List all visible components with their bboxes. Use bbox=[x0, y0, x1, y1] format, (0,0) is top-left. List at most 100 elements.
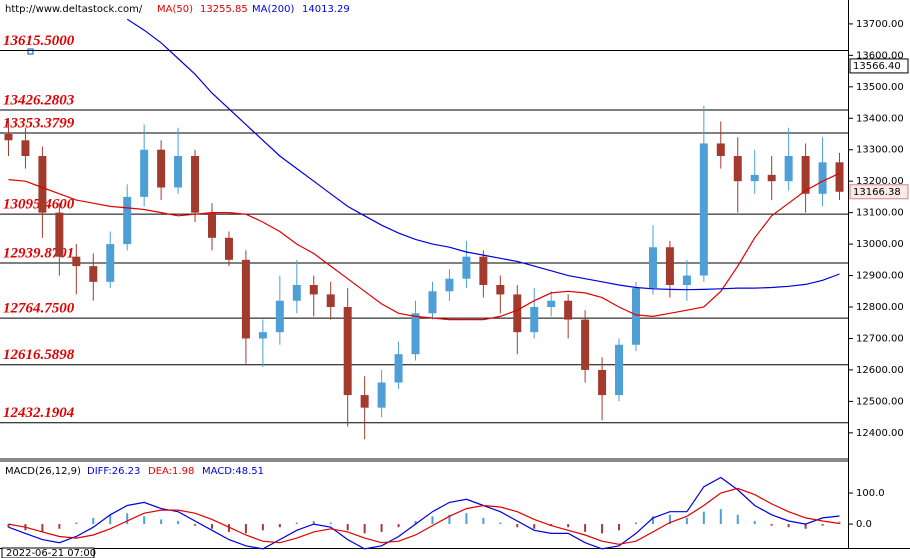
macd-legend: MACD:48.51 bbox=[202, 466, 264, 477]
level-label: 12432.1904 bbox=[3, 405, 75, 421]
y-tick-label: 13200.00 bbox=[856, 176, 904, 187]
macd-legend: DIFF:26.23 bbox=[87, 466, 140, 477]
y-tick-label: 13300.00 bbox=[856, 145, 904, 156]
macd-bar bbox=[126, 513, 129, 525]
candle-body bbox=[72, 256, 81, 267]
macd-bar bbox=[41, 524, 44, 532]
candle-body bbox=[665, 247, 674, 285]
candle-body bbox=[258, 332, 267, 339]
candle-body bbox=[241, 259, 250, 339]
macd-title: MACD(26,12,9) bbox=[5, 466, 81, 477]
macd-bar bbox=[618, 524, 621, 531]
price-tag-label: 13566.40 bbox=[853, 61, 901, 72]
candle-body bbox=[428, 291, 437, 314]
macd-bar bbox=[838, 521, 841, 525]
candle-body bbox=[547, 300, 556, 308]
macd-bar bbox=[635, 522, 637, 525]
date-label: 2022-06-21 07:00 bbox=[6, 548, 96, 558]
candle-body bbox=[835, 162, 844, 192]
candle-body bbox=[530, 307, 539, 333]
macd-bar bbox=[261, 524, 264, 531]
candle-body bbox=[784, 156, 793, 182]
candle-body bbox=[394, 354, 403, 383]
y-tick-label: 0.0 bbox=[856, 519, 872, 530]
macd-bar bbox=[380, 524, 383, 532]
candle-body bbox=[479, 256, 488, 285]
level-label: 12939.8701 bbox=[3, 245, 74, 261]
candle-body bbox=[564, 300, 573, 320]
candle-body bbox=[682, 275, 691, 285]
price-tag bbox=[849, 184, 909, 200]
y-tick-label: 12400.00 bbox=[856, 428, 904, 439]
ma-line bbox=[8, 172, 840, 321]
macd-bar bbox=[7, 524, 10, 528]
ma-legend: MA(200) bbox=[252, 4, 294, 15]
candle-body bbox=[818, 162, 827, 194]
macd-bar bbox=[295, 522, 298, 525]
macd-bar bbox=[363, 524, 366, 534]
candle-body bbox=[360, 395, 369, 408]
candle-body bbox=[648, 247, 657, 289]
candle-body bbox=[4, 134, 13, 141]
candle-body bbox=[292, 284, 301, 301]
y-tick-label: 13100.00 bbox=[856, 208, 904, 219]
candle-body bbox=[699, 143, 708, 276]
candle-body bbox=[733, 156, 742, 182]
macd-bar bbox=[499, 522, 502, 525]
macd-bar bbox=[719, 509, 722, 525]
macd-bar bbox=[601, 524, 604, 534]
candle-body bbox=[750, 174, 759, 182]
macd-bar bbox=[92, 517, 95, 525]
level-label: 13615.5000 bbox=[3, 33, 75, 49]
candle-body bbox=[496, 284, 505, 295]
y-tick-label: 12600.00 bbox=[856, 365, 904, 376]
candle-body bbox=[123, 196, 132, 245]
y-tick-label: 13600.00 bbox=[856, 50, 904, 61]
source-url: http://www.deltastock.com/ bbox=[5, 4, 143, 15]
ma-legend-value: 14013.29 bbox=[302, 4, 350, 15]
candle-body bbox=[326, 294, 335, 308]
macd-bar bbox=[414, 520, 417, 525]
macd-bar bbox=[278, 524, 281, 528]
y-tick-label: 12700.00 bbox=[856, 333, 904, 344]
candle-body bbox=[309, 284, 318, 295]
price-tag-label: 13166.38 bbox=[853, 187, 901, 198]
candle-body bbox=[343, 307, 352, 396]
candle-body bbox=[716, 143, 725, 157]
candle-body bbox=[21, 140, 30, 157]
candle-body bbox=[767, 174, 776, 182]
macd-bar bbox=[160, 519, 163, 525]
macd-bar bbox=[770, 524, 773, 526]
macd-bar bbox=[651, 516, 654, 525]
macd-bar bbox=[787, 524, 790, 528]
macd-bar bbox=[482, 517, 485, 525]
macd-bar bbox=[211, 524, 213, 529]
y-tick-label: 13700.00 bbox=[856, 19, 904, 30]
macd-bar bbox=[465, 513, 468, 525]
candle-body bbox=[174, 156, 183, 188]
macd-bar bbox=[194, 524, 197, 526]
candle-body bbox=[224, 237, 233, 260]
macd-bar bbox=[109, 514, 112, 525]
macd-bar bbox=[58, 524, 61, 529]
candle-body bbox=[106, 244, 115, 282]
macd-bar bbox=[227, 524, 230, 532]
macd-bar bbox=[567, 524, 570, 528]
macd-bar bbox=[346, 524, 349, 531]
macd-bar bbox=[550, 524, 553, 526]
candle-body bbox=[191, 156, 200, 213]
price-tag bbox=[849, 58, 909, 74]
macd-bar bbox=[821, 524, 824, 526]
level-label: 13353.3799 bbox=[3, 115, 75, 131]
level-label: 12616.5898 bbox=[3, 347, 75, 363]
y-tick-label: 12800.00 bbox=[856, 302, 904, 313]
candle-body bbox=[377, 382, 386, 408]
macd-bar bbox=[685, 517, 688, 525]
candle-body bbox=[581, 319, 590, 370]
macd-bar bbox=[448, 514, 451, 525]
panel-divider bbox=[0, 458, 848, 462]
macd-bar bbox=[753, 520, 756, 525]
macd-bar bbox=[702, 511, 705, 525]
